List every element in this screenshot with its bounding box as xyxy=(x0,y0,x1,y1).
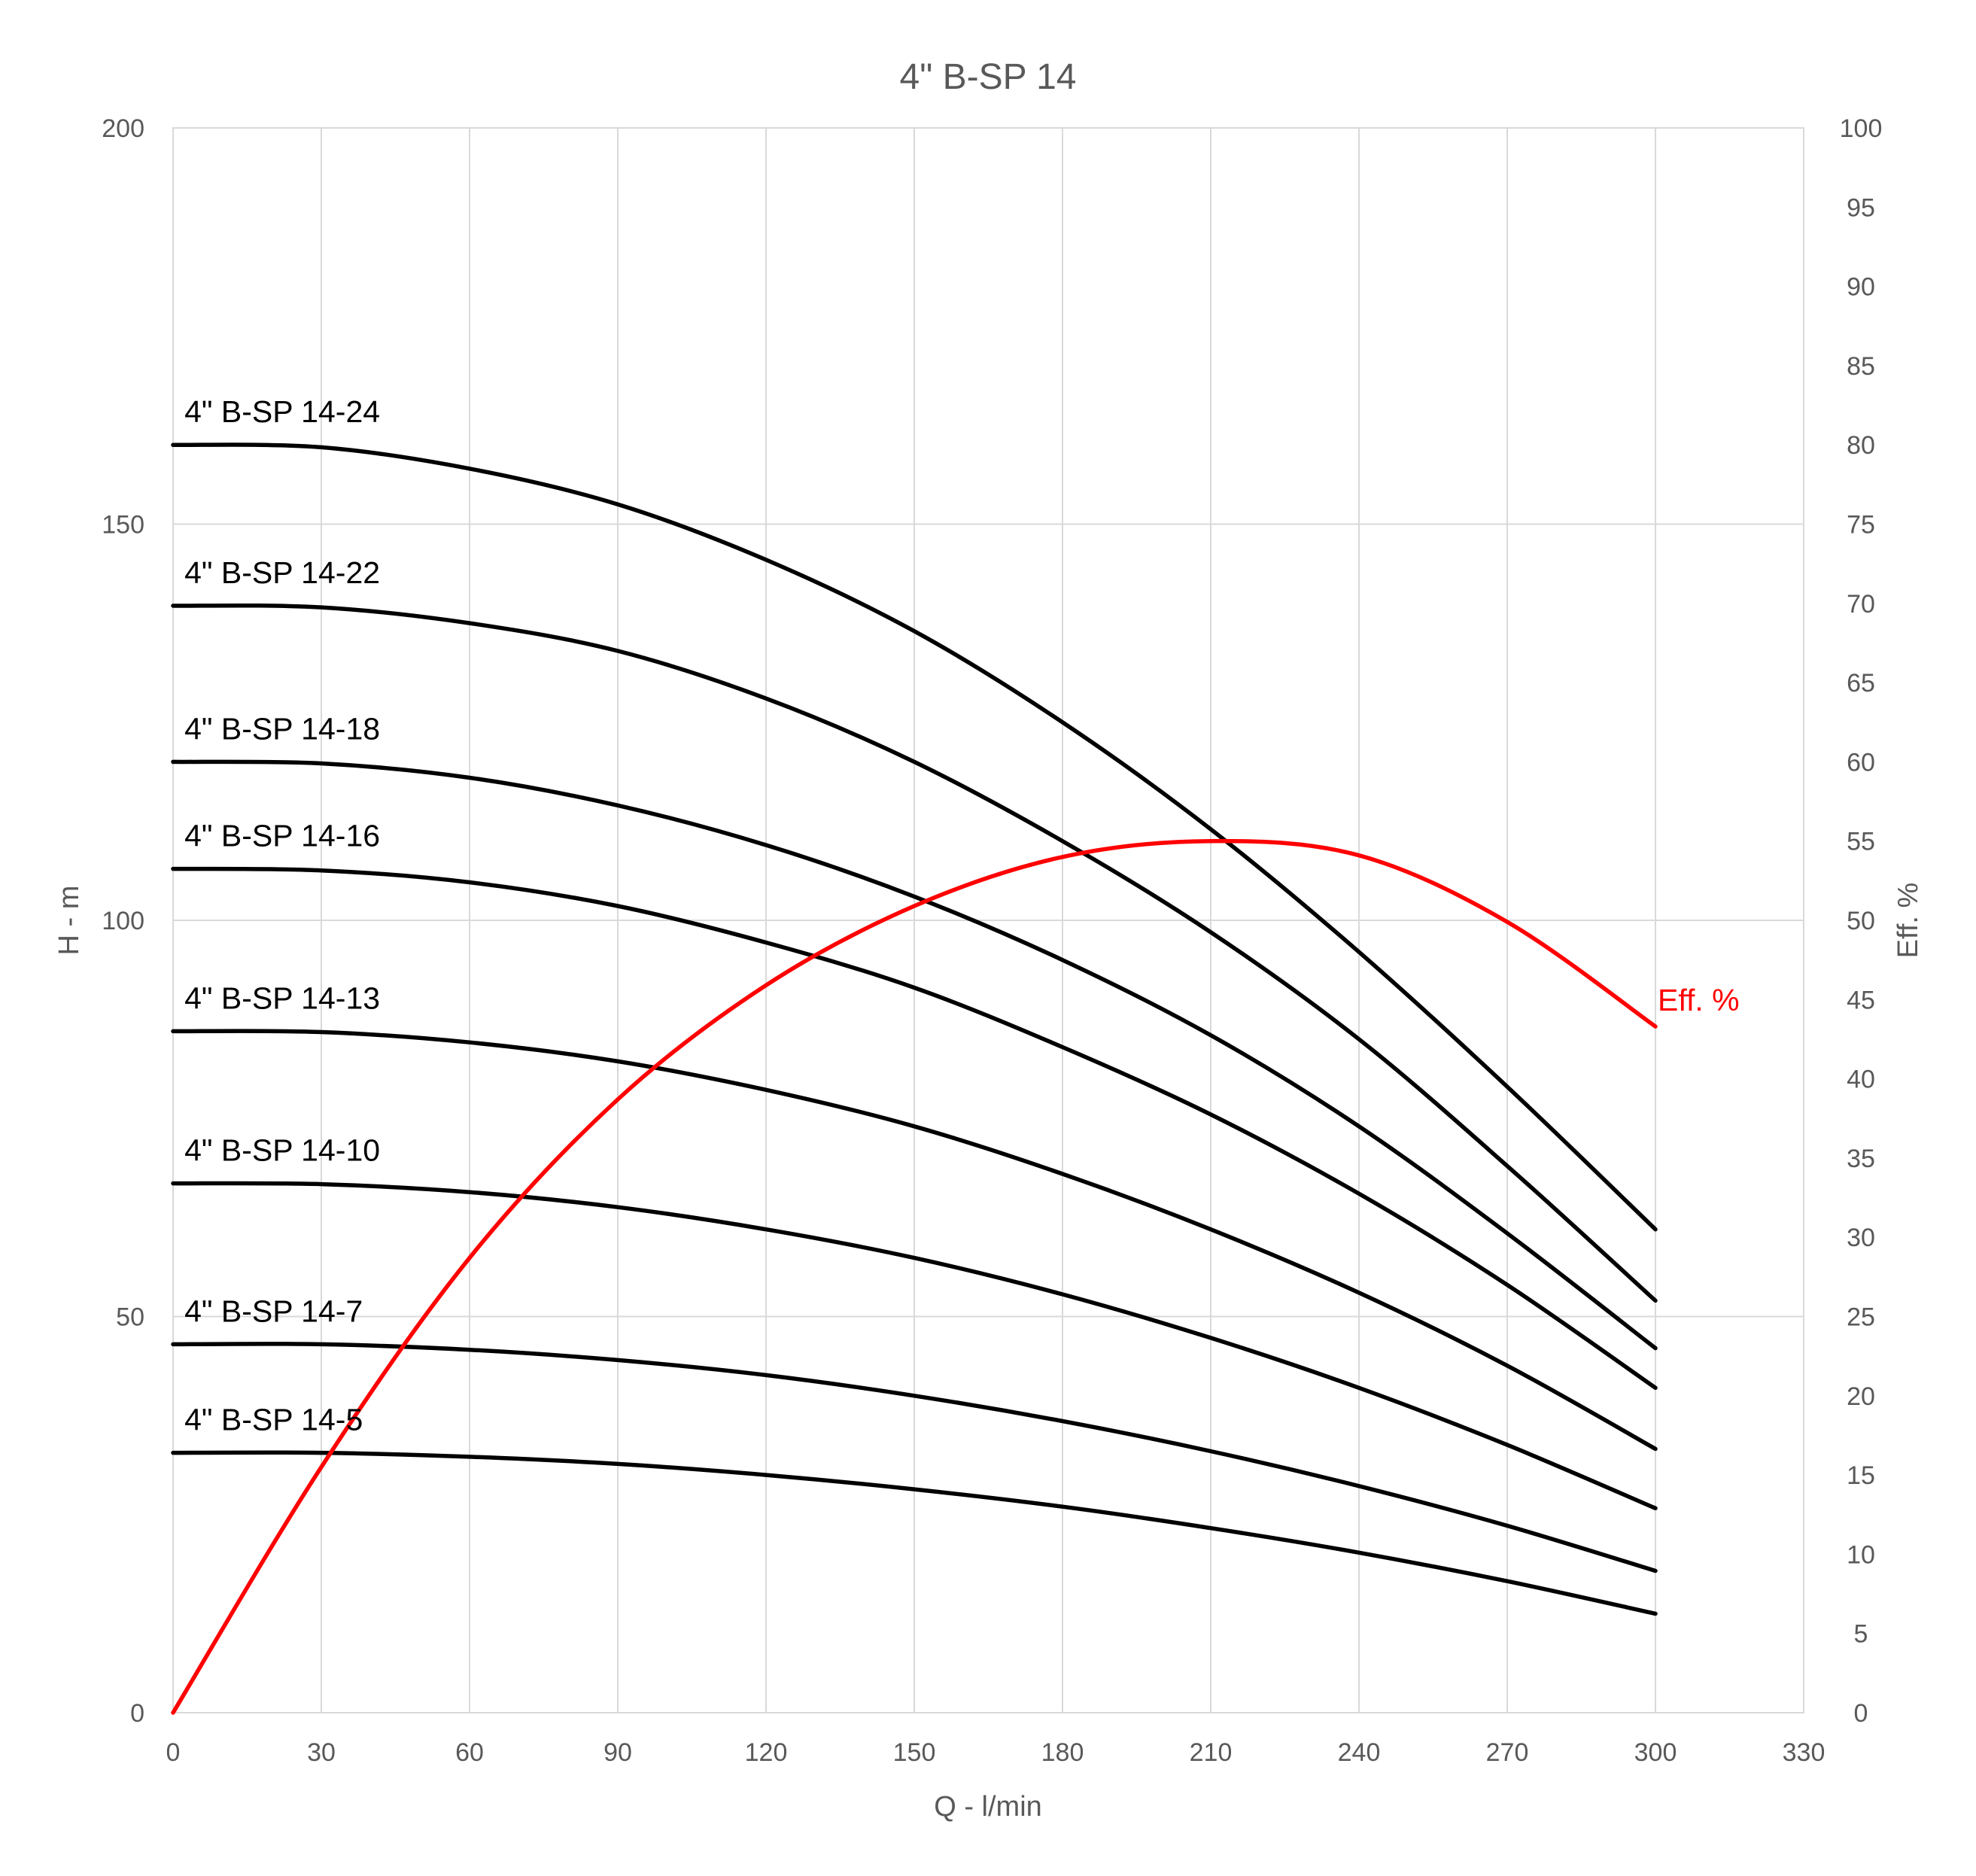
head-curve-4-b-sp-14-18 xyxy=(171,759,1658,1351)
y2-tick-label: 45 xyxy=(1847,986,1875,1014)
x-axis-ticks: 0 30 60 90 120 150 180 210 240 270 300 330 xyxy=(166,1738,1826,1767)
y2-tick-label: 20 xyxy=(1847,1382,1875,1411)
y-tick-label: 100 xyxy=(102,907,144,935)
x-tick-label: 270 xyxy=(1486,1738,1529,1767)
curve-label-4-b-sp-14-10: 4" B-SP 14-10 xyxy=(184,1133,380,1168)
head-curve-4-b-sp-14-10 xyxy=(171,1181,1658,1511)
y2-tick-label: 55 xyxy=(1847,828,1875,856)
curve-label-4-b-sp-14-7: 4" B-SP 14-7 xyxy=(184,1294,363,1328)
x-tick-label: 30 xyxy=(307,1738,336,1767)
x-tick-label: 180 xyxy=(1041,1738,1084,1767)
curve-label-4-b-sp-14-18: 4" B-SP 14-18 xyxy=(184,711,380,746)
x-axis-label: Q - l/min xyxy=(934,1791,1042,1823)
head-curve-4-b-sp-14-22 xyxy=(171,603,1658,1303)
y2-tick-label: 70 xyxy=(1847,590,1875,619)
x-tick-label: 210 xyxy=(1190,1738,1233,1767)
curve-label-4-b-sp-14-13: 4" B-SP 14-13 xyxy=(184,981,380,1015)
y2-tick-label: 10 xyxy=(1847,1540,1875,1569)
x-tick-label: 120 xyxy=(745,1738,788,1767)
head-curve-4-b-sp-14-16 xyxy=(171,866,1658,1391)
x-tick-label: 90 xyxy=(603,1738,632,1767)
x-tick-label: 0 xyxy=(166,1738,181,1767)
y2-tick-label: 100 xyxy=(1840,114,1883,143)
curve-label-4-b-sp-14-22: 4" B-SP 14-22 xyxy=(184,555,380,590)
y2-tick-label: 50 xyxy=(1847,907,1875,935)
y2-tick-label: 15 xyxy=(1847,1461,1875,1490)
y2-tick-label: 90 xyxy=(1847,273,1875,302)
y2-tick-label: 80 xyxy=(1847,431,1875,460)
y2-axis-ticks: 0 5 10 15 20 25 30 35 40 45 50 55 60 65 70 75 80 85 90 95 10… xyxy=(1840,114,1883,1728)
y2-tick-label: 25 xyxy=(1847,1303,1875,1332)
x-tick-label: 240 xyxy=(1338,1738,1381,1767)
y-axis-label: H - m xyxy=(53,886,85,956)
head-curve-4-b-sp-14-13 xyxy=(171,1029,1658,1452)
y-tick-label: 150 xyxy=(102,511,144,540)
head-curve-4-b-sp-14-7 xyxy=(171,1342,1658,1573)
gridlines xyxy=(172,127,1804,1713)
y2-tick-label: 95 xyxy=(1847,193,1875,222)
head-curve-4-b-sp-14-5 xyxy=(171,1450,1658,1616)
efficiency-line xyxy=(171,838,1658,1715)
series-labels: 4" B-SP 14-24 4" B-SP 14-22 4" B-SP 14-18 4… xyxy=(184,394,1740,1437)
efficiency-label: Eff. % xyxy=(1658,983,1740,1017)
y-tick-label: 50 xyxy=(116,1303,144,1332)
curve-label-4-b-sp-14-16: 4" B-SP 14-16 xyxy=(184,819,380,853)
y2-axis-label: Eff. % xyxy=(1892,883,1924,959)
y2-tick-label: 65 xyxy=(1847,669,1875,698)
y2-tick-label: 35 xyxy=(1847,1145,1875,1173)
y2-tick-label: 75 xyxy=(1847,511,1875,540)
chart-title: 4" B-SP 14 xyxy=(900,57,1077,97)
series-lines xyxy=(171,442,1658,1715)
y2-tick-label: 60 xyxy=(1847,748,1875,777)
y-axis-ticks: 0 50 100 150 200 xyxy=(102,114,144,1728)
y2-tick-label: 5 xyxy=(1854,1620,1868,1649)
y-tick-label: 200 xyxy=(102,114,144,143)
plot-area-frame xyxy=(172,127,1804,1713)
y-tick-label: 0 xyxy=(130,1699,144,1728)
x-tick-label: 330 xyxy=(1783,1738,1826,1767)
curve-label-4-b-sp-14-24: 4" B-SP 14-24 xyxy=(184,394,380,429)
y2-tick-label: 85 xyxy=(1847,352,1875,381)
y2-tick-label: 30 xyxy=(1847,1224,1875,1252)
head-curve-4-b-sp-14-24 xyxy=(171,442,1658,1232)
y2-tick-label: 0 xyxy=(1854,1699,1868,1728)
curve-label-4-b-sp-14-5: 4" B-SP 14-5 xyxy=(184,1403,363,1437)
y2-tick-label: 40 xyxy=(1847,1066,1875,1094)
x-tick-label: 150 xyxy=(893,1738,936,1767)
x-tick-label: 60 xyxy=(455,1738,484,1767)
x-tick-label: 300 xyxy=(1634,1738,1677,1767)
